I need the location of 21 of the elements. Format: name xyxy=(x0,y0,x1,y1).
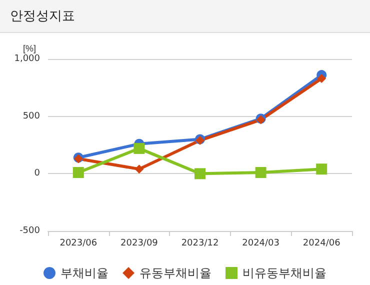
point xyxy=(194,168,206,180)
point xyxy=(134,142,145,154)
legend-label: 비유동부채비율 xyxy=(242,266,326,280)
y-tick-label: -500 xyxy=(20,226,40,236)
y-tick-label: 1,000 xyxy=(14,54,40,64)
point xyxy=(316,164,328,175)
y-axis-title: [%] xyxy=(22,44,36,54)
legend-label: 부채비율 xyxy=(60,266,108,280)
x-tick-label: 2024/06 xyxy=(302,238,341,248)
y-tick-label: 0 xyxy=(34,168,40,179)
x-tick-label: 2023/12 xyxy=(181,238,219,248)
y-tick-label: 500 xyxy=(22,111,40,122)
legend-label: 유동부채비율 xyxy=(140,266,212,280)
x-tick-label: 2023/06 xyxy=(60,238,98,248)
x-tick-label: 2024/03 xyxy=(242,238,280,248)
x-tick-label: 2023/09 xyxy=(120,238,158,248)
point xyxy=(255,167,266,178)
point xyxy=(72,167,84,178)
point xyxy=(134,164,144,174)
chart-title: 안정성지표 xyxy=(0,0,370,33)
point xyxy=(317,74,326,83)
